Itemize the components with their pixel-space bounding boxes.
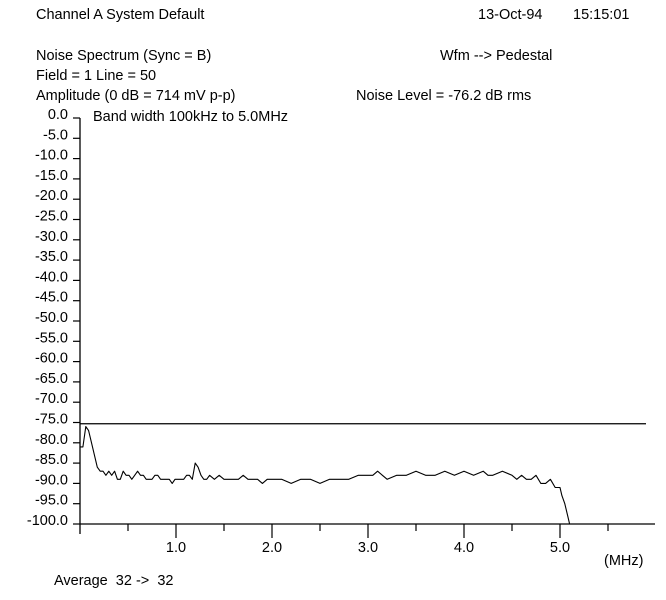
x-tick-label: 1.0 [166, 540, 186, 556]
measurement-title: Noise Spectrum (Sync = B) [36, 48, 212, 64]
field-line-label: Field = 1 Line = 50 [36, 68, 157, 84]
y-tick-label: -15.0 [35, 168, 68, 184]
y-tick-label: -50.0 [35, 310, 68, 326]
y-tick-label: -10.0 [35, 148, 68, 164]
x-tick-label: 5.0 [550, 540, 570, 556]
x-tick-label: 3.0 [358, 540, 378, 556]
time: 15:15:01 [573, 7, 630, 23]
y-tick-label: -35.0 [35, 249, 68, 265]
y-tick-label: -55.0 [35, 330, 68, 346]
date: 13-Oct-94 [478, 7, 543, 23]
y-tick-label: -25.0 [35, 209, 68, 225]
x-axis-unit-label: (MHz) [604, 553, 644, 569]
y-tick-label: -5.0 [43, 127, 68, 143]
bandwidth-label: Band width 100kHz to 5.0MHz [93, 109, 289, 125]
amplitude-reference: Amplitude (0 dB = 714 mV p-p) [36, 88, 236, 104]
x-axis-ticks: 1.0 2.0 3.0 4.0 5.0 [127, 524, 609, 556]
average-count: Average 32 -> 32 [54, 573, 174, 589]
spectrum-trace [80, 426, 571, 525]
y-tick-label: -60.0 [35, 351, 68, 367]
y-tick-label: -40.0 [35, 269, 68, 285]
y-tick-label: -70.0 [35, 391, 68, 407]
y-tick-label: -75.0 [35, 412, 68, 428]
waveform-label: Wfm --> Pedestal [440, 48, 553, 64]
y-tick-label: -20.0 [35, 188, 68, 204]
y-tick-label: -85.0 [35, 452, 68, 468]
x-tick-label: 2.0 [262, 540, 282, 556]
y-tick-label: -90.0 [35, 472, 68, 488]
x-tick-label: 4.0 [454, 540, 474, 556]
y-tick-label: -30.0 [35, 229, 68, 245]
y-tick-label: 0.0 [48, 107, 68, 123]
y-tick-label: -45.0 [35, 290, 68, 306]
chart-axes [79, 118, 655, 534]
channel-title: Channel A System Default [36, 7, 205, 23]
y-tick-label: -80.0 [35, 432, 68, 448]
y-tick-label: -100.0 [27, 513, 68, 529]
noise-level-readout: Noise Level = -76.2 dB rms [356, 88, 532, 104]
y-axis-ticks: 0.0 -5.0 -10.0 -15.0 -20.0 -25.0 -30.0 -35.0 -40… [27, 107, 80, 529]
y-tick-label: -95.0 [35, 493, 68, 509]
y-tick-label: -65.0 [35, 371, 68, 387]
